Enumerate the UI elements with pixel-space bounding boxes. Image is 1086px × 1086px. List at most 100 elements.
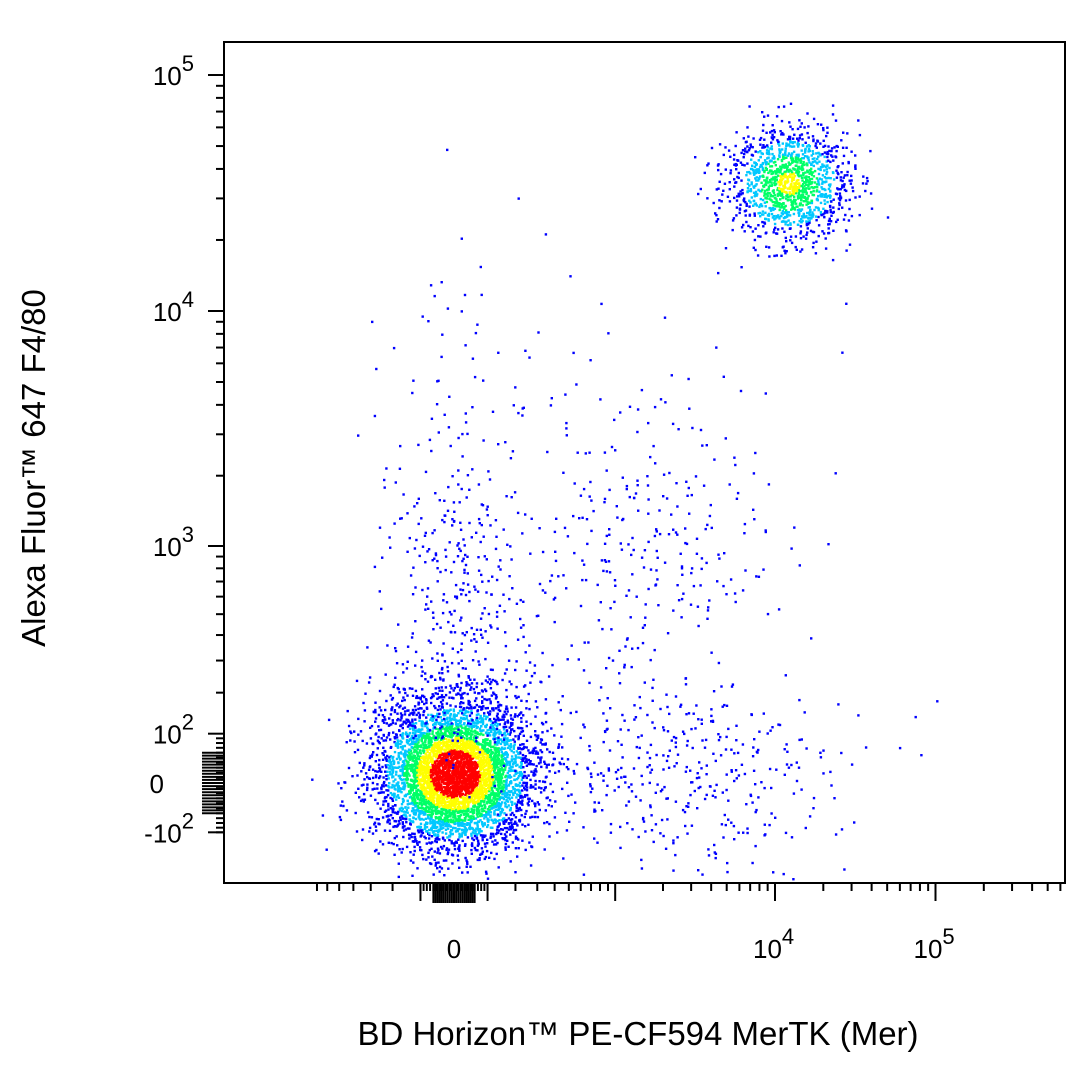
event-dot (405, 778, 408, 782)
event-dot (389, 796, 392, 800)
event-dot (449, 729, 453, 732)
event-dot (544, 786, 547, 789)
event-dot (444, 824, 447, 827)
event-dot (489, 770, 492, 773)
event-dot (405, 767, 408, 770)
event-dot (463, 806, 467, 809)
event-dot (403, 698, 406, 702)
event-dot (459, 725, 462, 728)
event-dot (478, 760, 482, 763)
event-dot (415, 771, 418, 774)
event-dot (469, 817, 472, 820)
event-dot (458, 832, 461, 836)
event-dot (499, 764, 502, 767)
event-dot (525, 720, 528, 723)
event-dot (419, 792, 422, 795)
event-dot (496, 825, 499, 829)
event-dot (547, 804, 550, 807)
event-dot (501, 773, 504, 776)
event-dot (543, 760, 546, 763)
event-dot (481, 761, 485, 764)
event-dot (408, 834, 411, 837)
event-dot (505, 761, 509, 765)
event-dot (453, 783, 456, 787)
event-dot (422, 818, 425, 821)
event-dot (385, 795, 388, 799)
event-dot (419, 822, 423, 825)
event-dot (473, 777, 476, 781)
event-dot (521, 729, 525, 733)
event-dot (327, 718, 331, 722)
event-dot (411, 765, 415, 768)
event-dot (456, 806, 460, 809)
event-dot (467, 770, 471, 773)
event-dot (426, 723, 429, 726)
event-dot (363, 778, 366, 781)
event-dot (465, 810, 468, 813)
event-dot (452, 768, 455, 772)
event-dot (474, 770, 477, 773)
event-dot (441, 752, 444, 755)
event-dot (412, 798, 415, 801)
event-dot (438, 763, 441, 766)
event-dot (445, 847, 449, 850)
event-dot (401, 773, 405, 777)
event-dot (453, 749, 456, 752)
event-dot (394, 778, 397, 781)
event-dot (470, 725, 474, 729)
event-dot (447, 738, 450, 741)
event-dot (449, 714, 452, 717)
event-dot (472, 816, 475, 819)
event-dot (422, 758, 426, 761)
event-dot (428, 752, 432, 755)
event-dot (503, 743, 507, 747)
event-dot (448, 803, 451, 807)
event-dot (448, 838, 451, 842)
event-dot (408, 792, 411, 795)
event-dot (448, 796, 451, 800)
event-dot (438, 829, 441, 833)
event-dot (395, 770, 398, 774)
event-dot (390, 723, 393, 726)
event-dot (401, 800, 405, 804)
event-dot (406, 781, 409, 785)
event-dot (396, 702, 399, 705)
event-dot (453, 780, 457, 784)
event-dot (470, 842, 474, 845)
event-dot (417, 730, 420, 733)
event-dot (457, 767, 460, 770)
event-dot (426, 771, 429, 774)
event-dot (492, 835, 495, 838)
event-dot (447, 823, 450, 826)
event-dot (444, 750, 447, 753)
event-dot (491, 779, 494, 782)
event-dot (457, 756, 460, 759)
event-dot (502, 728, 506, 731)
event-dot (468, 767, 471, 770)
event-dot (432, 753, 435, 756)
event-dot (468, 823, 471, 827)
event-dot (436, 834, 440, 837)
event-dot (498, 796, 501, 799)
event-dot (522, 714, 525, 717)
event-dot (411, 785, 414, 789)
event-dot (477, 793, 480, 796)
event-dot (484, 855, 488, 859)
event-dot (381, 785, 384, 788)
event-dot (494, 793, 497, 797)
event-dot (524, 825, 527, 828)
event-dot (502, 713, 505, 716)
event-dot (521, 799, 524, 802)
event-dot (530, 845, 533, 848)
event-dot (470, 705, 473, 709)
event-dot (459, 835, 462, 838)
event-dot (494, 749, 498, 752)
event-dot (396, 812, 399, 815)
event-dot (482, 755, 486, 759)
event-dot (459, 709, 463, 712)
event-dot (526, 802, 529, 805)
event-dot (400, 851, 403, 854)
event-dot (420, 786, 424, 789)
event-dot (468, 700, 471, 704)
event-dot (477, 743, 480, 746)
